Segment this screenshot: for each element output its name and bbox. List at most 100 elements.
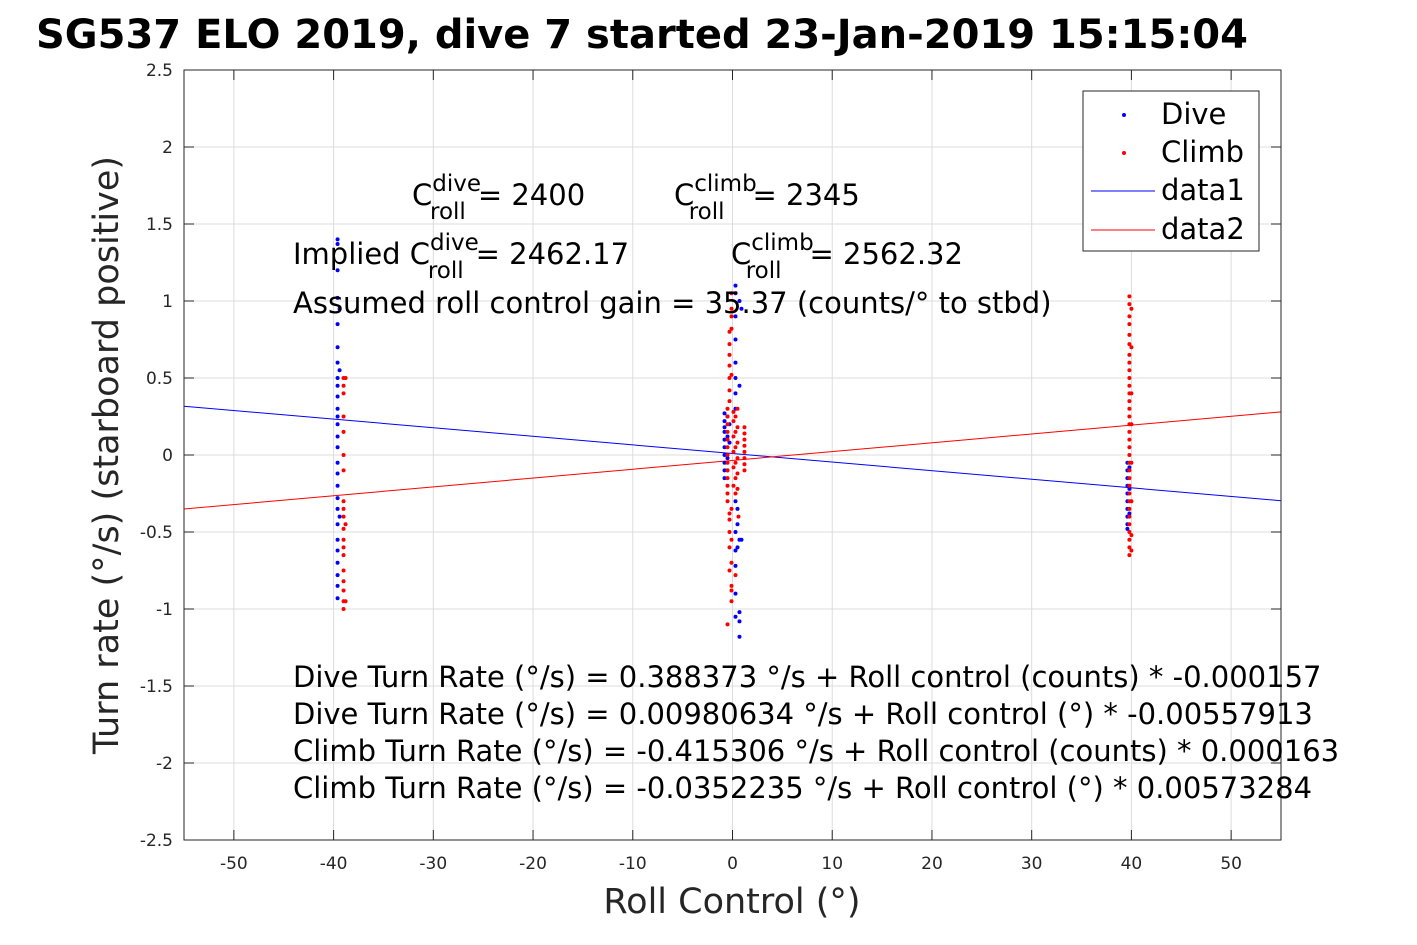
climb-point xyxy=(727,363,732,368)
climb-point xyxy=(731,434,736,439)
dive-point xyxy=(739,306,744,311)
climb-point xyxy=(341,553,346,558)
climb-point xyxy=(1127,322,1132,327)
dive-point xyxy=(335,406,340,411)
climb-point xyxy=(725,460,730,465)
climb-point xyxy=(725,622,730,627)
climb-point xyxy=(1127,491,1132,496)
x-tick-label: -40 xyxy=(320,854,348,874)
climb-point xyxy=(1127,376,1132,380)
climb-counts-equation: Climb Turn Rate (°/s) = -0.415306 °/s + … xyxy=(293,734,1339,768)
y-tick-label: 1.5 xyxy=(146,215,173,235)
dive-point xyxy=(722,437,727,442)
climb-point xyxy=(727,568,732,573)
dive-point xyxy=(335,295,340,300)
x-tick-label: 10 xyxy=(821,854,843,874)
climb-point xyxy=(341,514,346,519)
dive-point xyxy=(722,445,727,450)
climb-point xyxy=(727,530,732,534)
x-tick-label: -20 xyxy=(519,854,547,874)
dive-point xyxy=(733,391,738,396)
dive-point xyxy=(335,445,340,450)
dive-point xyxy=(733,376,738,380)
climb-point xyxy=(725,491,730,496)
climb-point xyxy=(727,376,732,380)
dive-point xyxy=(335,268,340,273)
dive-point xyxy=(733,314,738,319)
climb-point xyxy=(727,388,732,393)
dive-point xyxy=(1127,511,1132,516)
climb-point xyxy=(343,599,348,604)
climb-point xyxy=(729,599,734,604)
dive-point xyxy=(733,563,738,568)
c-dive-text: Cdive roll = 2400 xyxy=(412,171,585,225)
dive-point xyxy=(335,496,340,501)
climb-point xyxy=(742,431,747,436)
x-tick-label: 40 xyxy=(1121,854,1143,874)
legend-climb-label: Climb xyxy=(1161,135,1244,169)
climb-point xyxy=(731,483,736,488)
x-axis-label: Roll Control (°) xyxy=(603,882,860,922)
dive-point xyxy=(739,537,744,542)
climb-point xyxy=(729,372,734,377)
gain-text: Assumed roll control gain = 35.37 (count… xyxy=(293,286,1052,320)
dive-point xyxy=(725,456,730,461)
climb-point xyxy=(1127,537,1132,542)
y-tick-label: 2.5 xyxy=(146,61,173,81)
climb-point xyxy=(341,506,346,511)
dive-point xyxy=(733,337,738,342)
climb-point xyxy=(727,517,732,522)
dive-point xyxy=(335,548,340,553)
dive-point xyxy=(335,414,340,419)
climb-point xyxy=(1127,342,1132,347)
climb-point xyxy=(341,414,346,419)
climb-point xyxy=(725,429,730,434)
climb-point xyxy=(1127,332,1132,337)
dive-point xyxy=(735,506,740,511)
climb-point xyxy=(725,406,730,411)
dive-point xyxy=(335,537,340,542)
implied-dive-text: Implied Cdive roll = 2462.17 xyxy=(293,230,629,284)
climb-degrees-equation: Climb Turn Rate (°/s) = -0.0352235 °/s +… xyxy=(293,771,1312,805)
climb-point xyxy=(1127,514,1132,519)
implied-climb-text: Cclimb roll = 2562.32 xyxy=(731,230,963,284)
climb-point xyxy=(1127,383,1132,388)
dive-point xyxy=(335,583,340,588)
climb-point xyxy=(735,456,740,461)
climb-point xyxy=(727,342,732,347)
climb-point xyxy=(729,588,734,593)
dive-point xyxy=(335,573,340,578)
dive-point xyxy=(737,634,742,639)
climb-point xyxy=(733,414,738,419)
dive-point xyxy=(335,471,340,476)
dive-point xyxy=(335,322,340,327)
climb-point xyxy=(1129,306,1134,311)
dive-point xyxy=(737,299,742,303)
y-tick-label: 1 xyxy=(162,292,173,312)
climb-point xyxy=(736,514,741,519)
climb-point xyxy=(725,437,730,442)
climb-point xyxy=(729,291,734,296)
climb-point xyxy=(341,499,346,504)
climb-point xyxy=(742,449,747,454)
y-tick-label: 0.5 xyxy=(146,369,173,389)
climb-point xyxy=(727,545,732,550)
climb-point xyxy=(727,511,732,516)
climb-point xyxy=(1129,422,1134,427)
climb-point xyxy=(341,588,346,593)
climb-point xyxy=(733,476,738,481)
climb-point xyxy=(729,537,734,542)
climb-point xyxy=(725,499,730,504)
dive-point xyxy=(733,360,738,365)
climb-point xyxy=(1127,368,1132,373)
climb-point xyxy=(727,352,732,357)
dive-point xyxy=(1127,465,1132,470)
dive-point xyxy=(722,425,727,430)
climb-point xyxy=(1127,294,1132,299)
dive-point xyxy=(335,237,340,242)
dive-point xyxy=(1127,486,1132,491)
climb-point xyxy=(1127,352,1132,357)
climb-point xyxy=(1129,533,1134,538)
climb-point xyxy=(341,429,346,434)
climb-point xyxy=(341,579,346,584)
